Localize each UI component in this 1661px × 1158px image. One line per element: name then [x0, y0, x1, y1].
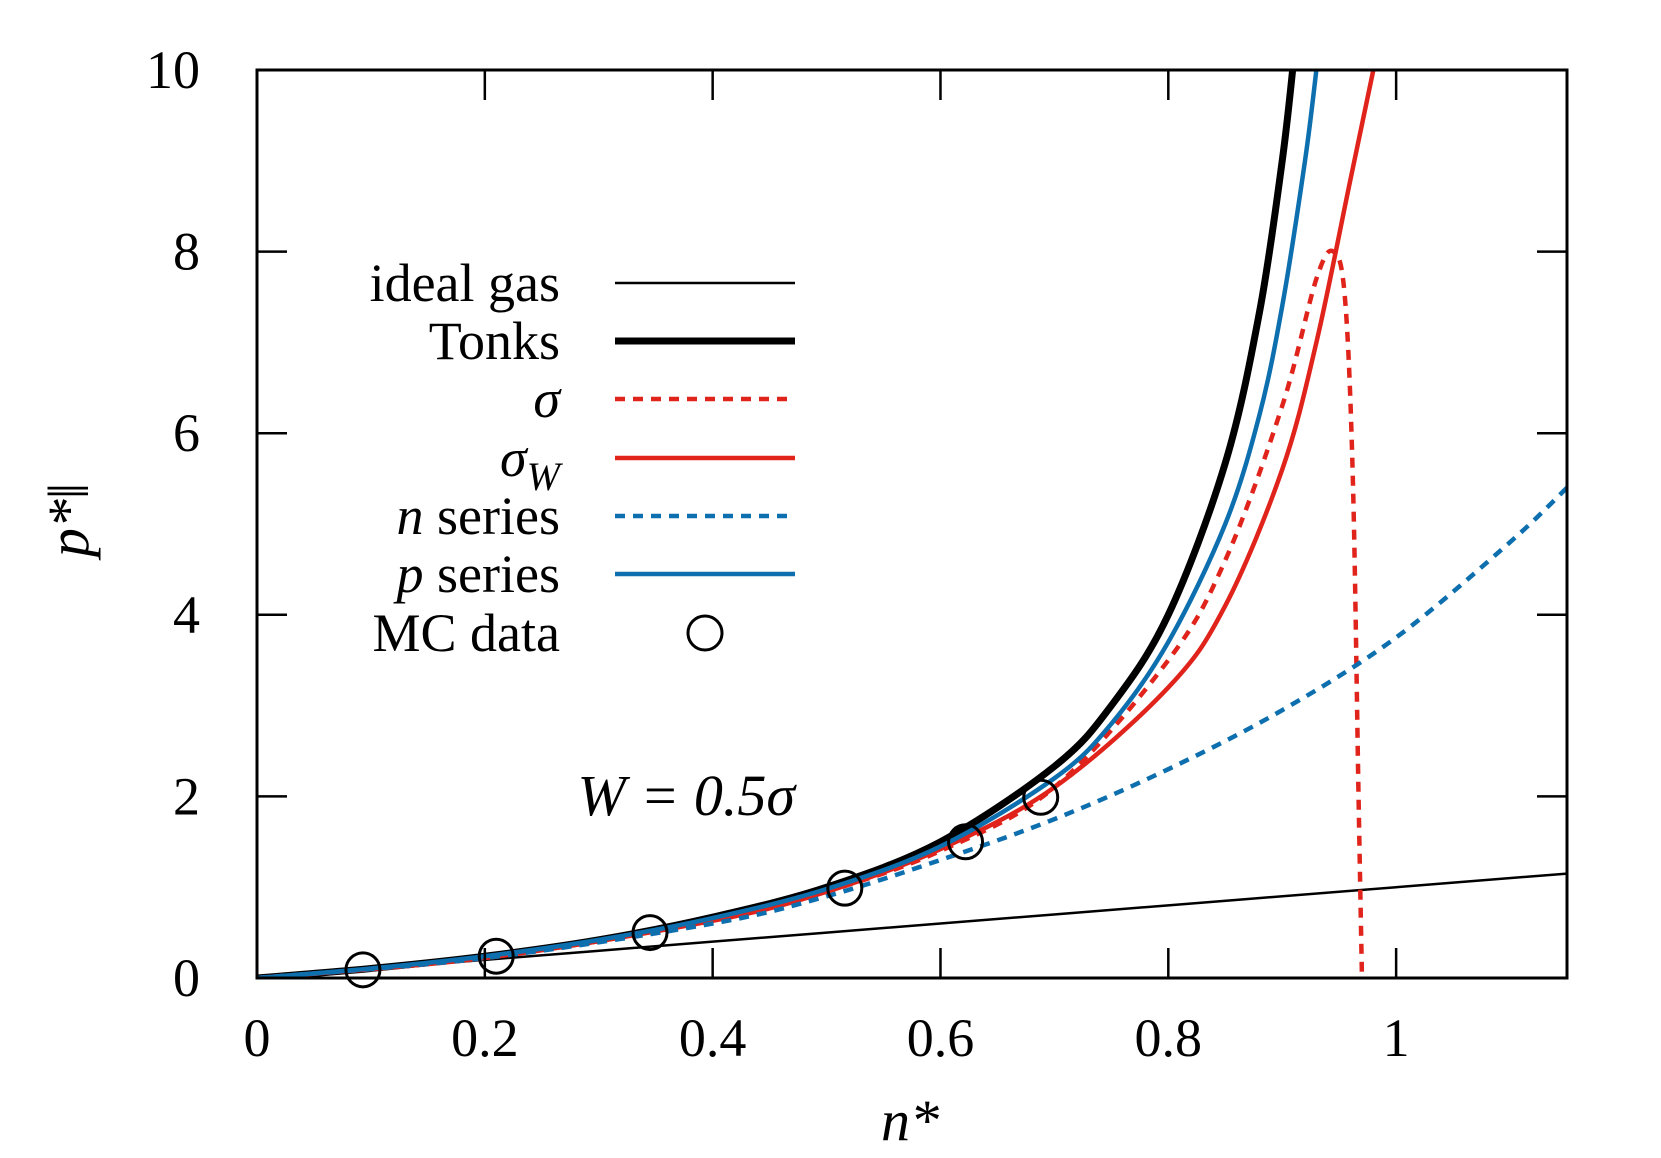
y-tick-label: 10 — [146, 40, 200, 100]
legend-label: MC data — [373, 603, 561, 663]
x-tick-label: 0.6 — [907, 1008, 975, 1068]
mc-data-point — [947, 823, 985, 861]
x-tick-label: 0 — [244, 1008, 271, 1068]
y-tick-label: 4 — [173, 585, 200, 645]
plot-frame — [255, 68, 1569, 980]
mc-data-point — [826, 869, 864, 907]
legend-label: σW — [500, 428, 564, 499]
y-axis-label: p*‖ — [36, 483, 101, 561]
y-tick-label: 2 — [173, 766, 200, 826]
mc-data-point — [344, 951, 382, 989]
series-line-5 — [257, 70, 1319, 978]
legend-label: n series — [397, 486, 560, 546]
legend-marker — [686, 614, 724, 652]
legend-label: σ — [533, 369, 562, 429]
scatter-layer — [344, 778, 1060, 989]
legend-label: Tonks — [429, 311, 560, 371]
x-tick-label: 0.4 — [679, 1008, 747, 1068]
series-layer — [257, 70, 1567, 978]
legend-label: p series — [393, 544, 560, 604]
x-tick-label: 0.8 — [1135, 1008, 1203, 1068]
y-tick-label: 6 — [173, 403, 200, 463]
mc-data-point — [631, 914, 669, 952]
legend-label: ideal gas — [370, 253, 560, 313]
x-tick-label: 0.2 — [451, 1008, 519, 1068]
y-tick-label: 0 — [173, 948, 200, 1008]
mc-data-point — [1022, 778, 1060, 816]
y-tick-label: 8 — [173, 222, 200, 282]
annotation: W = 0.5σ — [577, 763, 797, 828]
x-axis-label: n* — [881, 1088, 939, 1153]
mc-data-point — [477, 937, 515, 975]
x-tick-label: 1 — [1383, 1008, 1410, 1068]
